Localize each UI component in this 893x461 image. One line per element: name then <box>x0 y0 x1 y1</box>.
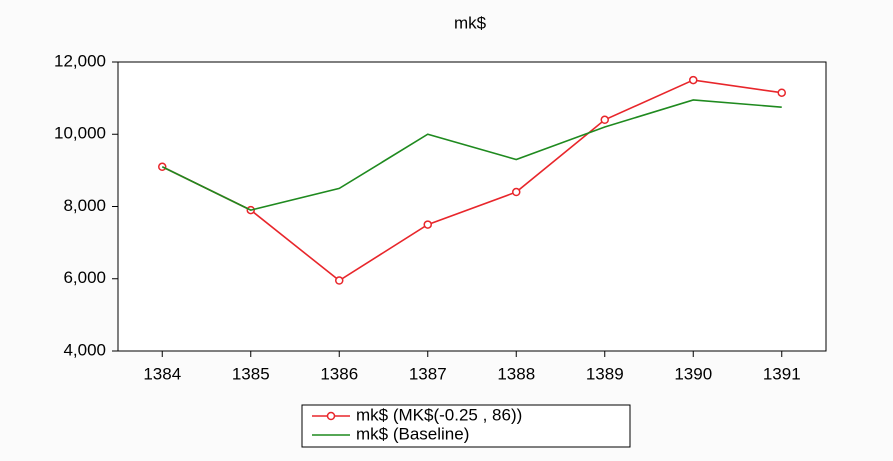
y-tick-label: 8,000 <box>63 196 106 215</box>
x-tick-label: 1388 <box>497 364 535 383</box>
legend-label: mk$ (MK$(-0.25 , 86)) <box>356 405 522 424</box>
series-line <box>161 99 782 211</box>
y-tick-label: 4,000 <box>63 340 106 359</box>
point <box>512 187 521 197</box>
x-tick-label: 1386 <box>320 364 358 383</box>
x-tick-label: 1389 <box>586 364 624 383</box>
chart-title: mk$ <box>454 13 487 32</box>
point <box>335 276 344 285</box>
series-line <box>161 79 782 282</box>
x-tick-label: 1385 <box>232 364 270 383</box>
y-tick-label: 10,000 <box>54 124 106 143</box>
point <box>689 75 698 85</box>
y-tick-label: 12,000 <box>54 51 106 70</box>
x-tick-label: 1387 <box>409 364 447 383</box>
x-tick-label: 1391 <box>763 364 801 383</box>
x-tick-label: 1384 <box>143 364 181 383</box>
point <box>600 115 609 125</box>
legend-label: mk$ (Baseline) <box>356 424 469 443</box>
y-tick-label: 6,000 <box>63 268 106 287</box>
point <box>423 220 432 229</box>
legend <box>301 404 631 448</box>
x-tick-label: 1390 <box>674 364 712 383</box>
legend-marker <box>326 411 336 421</box>
plot-area <box>117 61 827 352</box>
point <box>777 88 786 97</box>
